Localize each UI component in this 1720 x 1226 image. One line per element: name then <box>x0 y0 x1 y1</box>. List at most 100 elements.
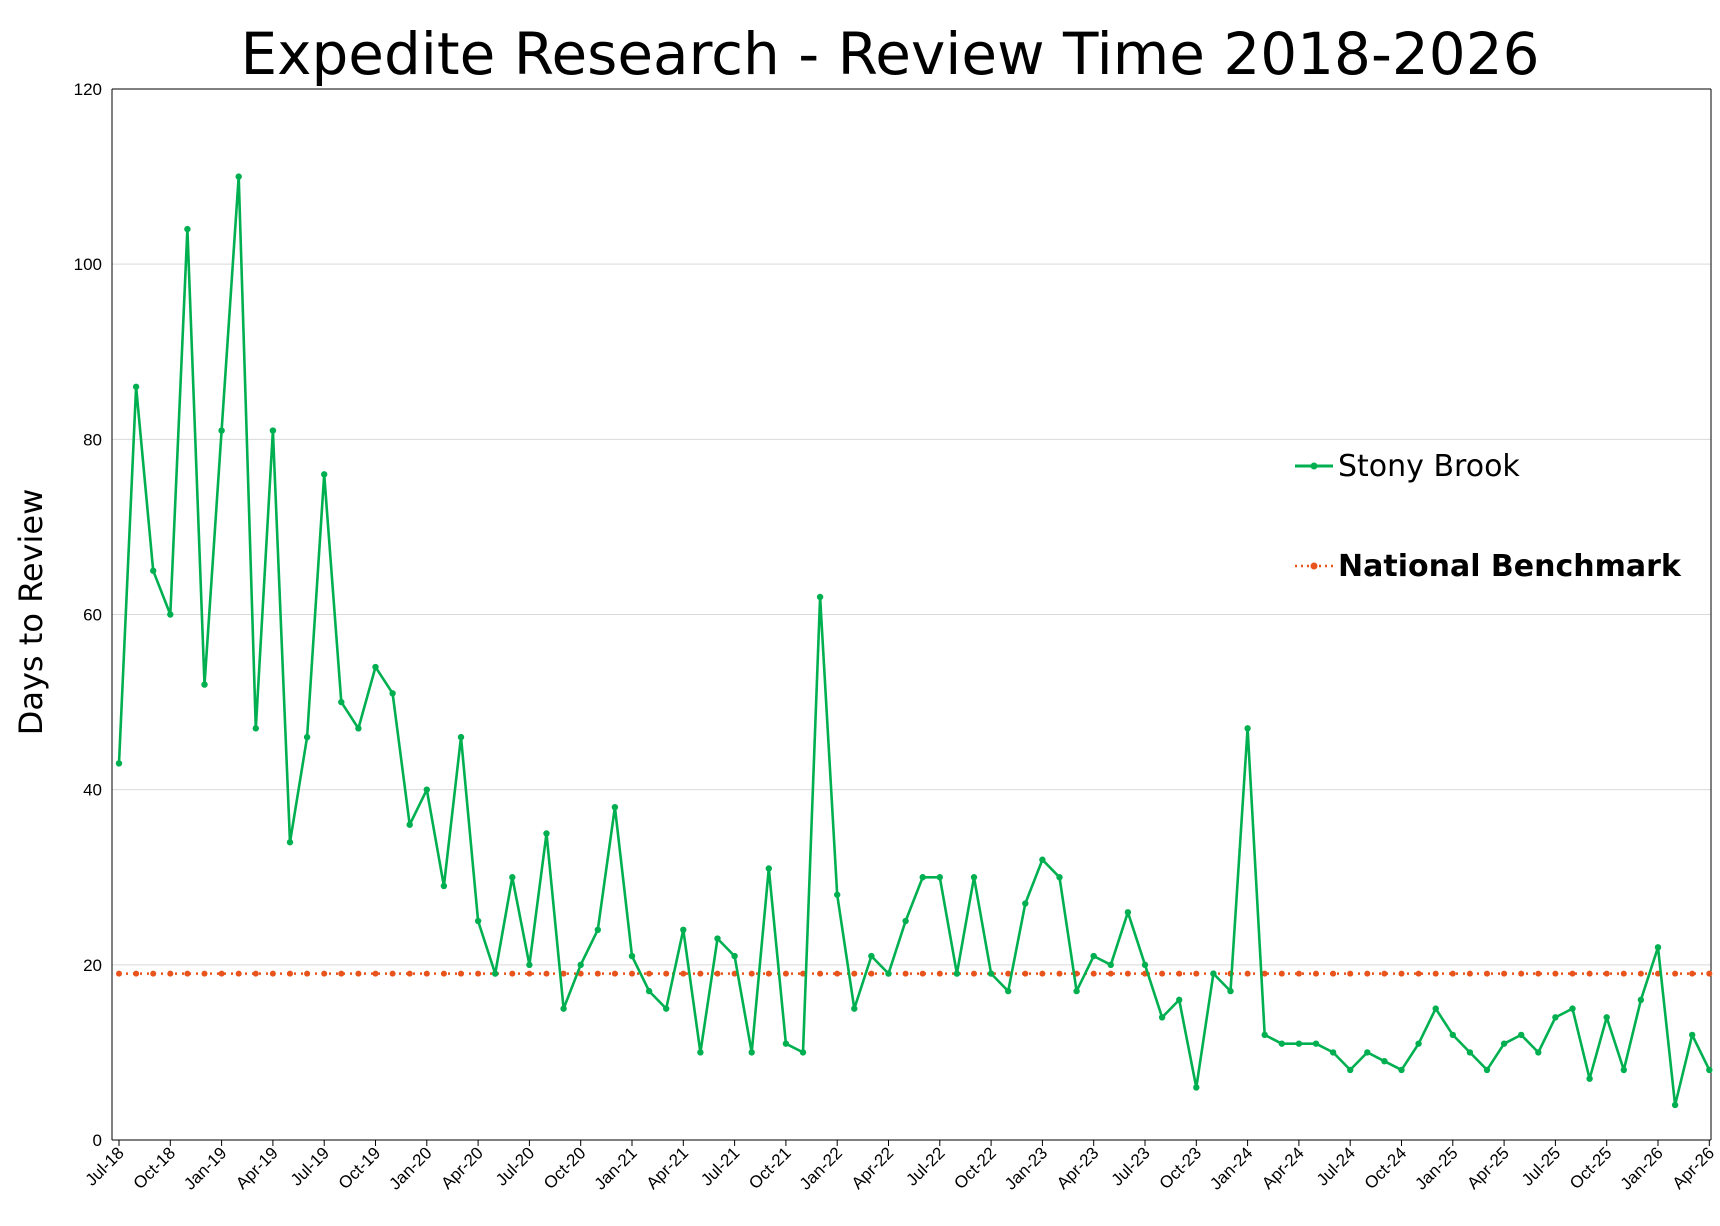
x-tick-label: Apr-25 <box>1463 1143 1513 1193</box>
national-benchmark-point <box>1176 970 1183 977</box>
national-benchmark-point <box>817 970 824 977</box>
stony-brook-point <box>1090 952 1097 960</box>
stony-brook-point <box>1518 1031 1525 1039</box>
national-benchmark-point <box>1364 970 1371 977</box>
legend-marker-stony-brook <box>1310 462 1318 470</box>
x-tick-label: Jan-20 <box>385 1143 435 1193</box>
national-benchmark-point <box>1056 970 1063 977</box>
stony-brook-point <box>1415 1040 1422 1047</box>
x-tick-label: Jul-25 <box>1518 1143 1564 1189</box>
national-benchmark-point <box>1586 970 1593 977</box>
national-benchmark-point <box>338 970 345 977</box>
national-benchmark-point <box>663 970 670 977</box>
stony-brook-point <box>1073 987 1080 995</box>
stony-brook-point <box>1227 987 1234 995</box>
stony-brook-point <box>492 970 499 977</box>
national-benchmark-point <box>800 970 806 977</box>
national-benchmark-point <box>1278 970 1285 977</box>
national-benchmark-point <box>1501 970 1508 977</box>
stony-brook-point <box>389 690 396 697</box>
legend-item-stony-brook: Stony Brook <box>1295 449 1520 484</box>
y-tick-label: 0 <box>93 1131 102 1150</box>
national-benchmark-point <box>714 970 721 977</box>
stony-brook-point <box>611 803 619 811</box>
x-tick-label: Oct-22 <box>950 1143 1000 1193</box>
stony-brook-point <box>1261 1031 1268 1039</box>
stony-brook-point <box>355 725 362 732</box>
legend-label-national-benchmark: National Benchmark <box>1338 549 1682 584</box>
stony-brook-point <box>1620 1066 1628 1074</box>
stony-brook-point <box>440 882 448 890</box>
stony-brook-point <box>1022 900 1029 907</box>
x-tick-label: Jul-19 <box>287 1143 333 1189</box>
x-tick-label: Apr-20 <box>437 1143 487 1193</box>
stony-brook-point <box>132 383 140 390</box>
national-benchmark-point <box>834 970 841 977</box>
x-tick-label: Oct-24 <box>1361 1143 1411 1193</box>
stony-brook-line <box>117 175 1711 1107</box>
national-benchmark-point <box>304 970 311 977</box>
stony-brook-point <box>1347 1066 1354 1074</box>
y-axis-title: Days to Review <box>12 489 50 736</box>
national-benchmark-point <box>235 970 242 977</box>
stony-brook-point <box>218 427 225 434</box>
national-benchmark-point <box>902 970 909 977</box>
x-tick-label: Jan-26 <box>1617 1143 1667 1193</box>
stony-brook-point <box>1124 909 1132 916</box>
national-benchmark-point <box>406 970 413 977</box>
national-benchmark-point <box>543 970 550 977</box>
x-tick-label: Jan-21 <box>591 1143 641 1193</box>
national-benchmark-point <box>1449 970 1456 977</box>
national-benchmark-point <box>1159 970 1166 977</box>
national-benchmark-point <box>1005 970 1012 977</box>
national-benchmark-point <box>372 970 379 977</box>
x-tick-label: Jul-23 <box>1108 1143 1154 1189</box>
x-tick-label: Jan-23 <box>1001 1143 1051 1193</box>
series <box>115 173 1713 1109</box>
stony-brook-point <box>457 733 465 741</box>
stony-brook-point <box>577 961 584 969</box>
national-benchmark-point <box>1330 970 1337 977</box>
national-benchmark-point <box>936 970 943 977</box>
national-benchmark-point <box>1090 970 1097 977</box>
stony-brook-point <box>1500 1040 1508 1047</box>
x-tick-label: Apr-24 <box>1258 1143 1308 1193</box>
x-tick-label: Oct-21 <box>745 1143 795 1193</box>
x-tick-label: Oct-19 <box>335 1143 385 1193</box>
y-tick-label: 20 <box>83 956 102 975</box>
stony-brook-point <box>338 698 345 706</box>
national-benchmark-point <box>1347 970 1354 977</box>
national-benchmark-point <box>1415 970 1422 977</box>
stony-brook-point <box>1141 961 1149 969</box>
stony-brook-point <box>628 952 636 960</box>
national-benchmark-point <box>868 970 875 977</box>
y-tick-labels: 0 20 40 60 80 100 120 <box>74 80 102 1150</box>
national-benchmark-point <box>1535 970 1542 977</box>
stony-brook-point <box>799 1049 807 1056</box>
national-benchmark-point <box>1193 970 1200 977</box>
gridlines <box>112 88 1711 966</box>
stony-brook-point <box>372 663 379 671</box>
stony-brook-point <box>1654 944 1662 951</box>
y-tick-label: 120 <box>74 80 102 99</box>
stony-brook-point <box>1381 1057 1388 1065</box>
national-benchmark-point <box>1398 970 1405 977</box>
national-benchmark-point <box>731 970 738 977</box>
stony-brook-point <box>936 874 943 881</box>
stony-brook-point <box>1706 1066 1713 1074</box>
national-benchmark-point <box>629 970 635 977</box>
x-tick-label: Jan-22 <box>796 1143 846 1193</box>
national-benchmark-point <box>611 970 618 977</box>
national-benchmark-point <box>1244 970 1251 977</box>
stony-brook-point <box>543 830 550 837</box>
stony-brook-point <box>714 935 721 942</box>
national-benchmark-point <box>1484 970 1490 977</box>
x-tick-label: Apr-21 <box>643 1143 693 1193</box>
stony-brook-point <box>885 970 892 977</box>
stony-brook-point <box>782 1040 790 1047</box>
national-benchmark-point <box>509 970 516 977</box>
national-benchmark-point <box>1569 970 1576 977</box>
national-benchmark-point <box>475 970 482 977</box>
stony-brook-point <box>1364 1049 1371 1056</box>
stony-brook-point <box>680 926 687 933</box>
